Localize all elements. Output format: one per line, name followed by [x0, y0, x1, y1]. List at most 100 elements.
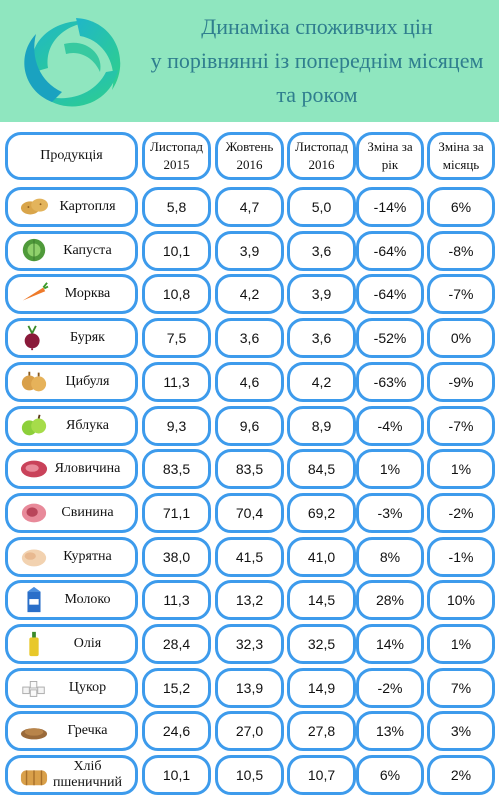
cell-oct-2016: 41,5 — [215, 537, 284, 577]
cell-nov-2015: 10,1 — [142, 231, 211, 271]
product-cell: Олія — [5, 624, 138, 664]
product-cell: Молоко — [5, 580, 138, 620]
cell-year-change: -3% — [356, 493, 424, 533]
product-cell: Буряк — [5, 318, 138, 358]
cell-nov-2016: 3,9 — [287, 274, 356, 314]
product-name: Буряк — [70, 330, 105, 345]
cell-nov-2015: 71,1 — [142, 493, 211, 533]
cell-oct-2016: 13,9 — [215, 668, 284, 708]
header-oct-2016: Жовтень 2016 — [215, 132, 284, 180]
cell-nov-2016: 4,2 — [287, 362, 356, 402]
product-cell: Яловичина — [5, 449, 138, 489]
potato-icon — [20, 198, 48, 215]
cell-month-change: -2% — [427, 493, 495, 533]
product-name: Капуста — [63, 243, 112, 258]
title-line-1: Динаміка споживчих цін — [201, 14, 433, 39]
cell-nov-2016: 3,6 — [287, 231, 356, 271]
product-name: Свинина — [61, 505, 114, 520]
cell-nov-2015: 9,3 — [142, 406, 211, 446]
product-name: Яблука — [66, 418, 109, 433]
cell-month-change: 1% — [427, 449, 495, 489]
cell-year-change: 1% — [356, 449, 424, 489]
cell-month-change: 7% — [427, 668, 495, 708]
cell-nov-2015: 83,5 — [142, 449, 211, 489]
product-name: Курятна — [63, 549, 112, 564]
cell-oct-2016: 4,6 — [215, 362, 284, 402]
cell-month-change: 3% — [427, 711, 495, 751]
title-line-3: та роком — [276, 82, 358, 107]
cell-nov-2015: 28,4 — [142, 624, 211, 664]
header-banner: Динаміка споживчих цін у порівнянні із п… — [0, 0, 499, 122]
cell-year-change: -4% — [356, 406, 424, 446]
cell-month-change: 0% — [427, 318, 495, 358]
cell-nov-2016: 5,0 — [287, 187, 356, 227]
chicken-icon — [21, 549, 47, 567]
product-name: Молоко — [64, 592, 111, 607]
cell-oct-2016: 9,6 — [215, 406, 284, 446]
cell-oct-2016: 32,3 — [215, 624, 284, 664]
cell-nov-2015: 5,8 — [142, 187, 211, 227]
oil-bottle-icon — [29, 631, 39, 657]
product-cell: Курятна — [5, 537, 138, 577]
cell-month-change: 1% — [427, 624, 495, 664]
bread-icon — [20, 770, 48, 786]
pork-icon — [21, 503, 47, 523]
product-cell: Капуста — [5, 231, 138, 271]
cell-month-change: -8% — [427, 231, 495, 271]
page-title: Динаміка споживчих цін у порівнянні із п… — [135, 10, 499, 112]
cell-year-change: -63% — [356, 362, 424, 402]
table-header: Продукція Листопад 2015 Жовтень 2016 Лис… — [0, 132, 499, 184]
cell-nov-2016: 41,0 — [287, 537, 356, 577]
cell-nov-2015: 11,3 — [142, 580, 211, 620]
product-cell: Свинина — [5, 493, 138, 533]
cell-month-change: -9% — [427, 362, 495, 402]
cell-year-change: -2% — [356, 668, 424, 708]
header-product: Продукція — [5, 132, 138, 180]
cell-nov-2015: 24,6 — [142, 711, 211, 751]
cell-nov-2016: 27,8 — [287, 711, 356, 751]
product-cell: Морква — [5, 274, 138, 314]
swirl-logo-icon — [24, 18, 121, 107]
onion-icon — [21, 371, 47, 392]
cell-nov-2016: 14,9 — [287, 668, 356, 708]
product-cell: Хліб пшеничний — [5, 755, 138, 795]
product-name: Хліб пшеничний — [53, 759, 122, 790]
product-cell: Цибуля — [5, 362, 138, 402]
cell-year-change: -64% — [356, 274, 424, 314]
cell-year-change: -52% — [356, 318, 424, 358]
header-month-change: Зміна за місяць — [427, 132, 495, 180]
cell-year-change: -14% — [356, 187, 424, 227]
cell-oct-2016: 83,5 — [215, 449, 284, 489]
apple-icon — [21, 414, 47, 436]
product-cell: Яблука — [5, 406, 138, 446]
cell-nov-2015: 7,5 — [142, 318, 211, 358]
buckwheat-icon — [20, 728, 48, 740]
beef-icon — [20, 460, 48, 478]
cell-nov-2015: 11,3 — [142, 362, 211, 402]
cell-nov-2016: 10,7 — [287, 755, 356, 795]
cell-nov-2015: 10,1 — [142, 755, 211, 795]
product-cell: Картопля — [5, 187, 138, 227]
cell-oct-2016: 4,7 — [215, 187, 284, 227]
cabbage-icon — [22, 238, 46, 262]
cell-nov-2015: 10,8 — [142, 274, 211, 314]
beet-icon — [24, 325, 40, 351]
cell-oct-2016: 3,9 — [215, 231, 284, 271]
cell-nov-2016: 3,6 — [287, 318, 356, 358]
cell-year-change: 6% — [356, 755, 424, 795]
cell-month-change: -1% — [427, 537, 495, 577]
cell-month-change: 2% — [427, 755, 495, 795]
cell-oct-2016: 4,2 — [215, 274, 284, 314]
carrot-icon — [22, 282, 49, 301]
cell-oct-2016: 27,0 — [215, 711, 284, 751]
cell-month-change: -7% — [427, 406, 495, 446]
sugar-icon — [22, 681, 45, 697]
cell-nov-2015: 15,2 — [142, 668, 211, 708]
product-name: Картопля — [59, 199, 116, 214]
header-nov-2016: Листопад 2016 — [287, 132, 356, 180]
cell-year-change: 14% — [356, 624, 424, 664]
product-cell: Цукор — [5, 668, 138, 708]
product-name: Яловичина — [54, 461, 121, 476]
cell-oct-2016: 10,5 — [215, 755, 284, 795]
cell-month-change: 10% — [427, 580, 495, 620]
